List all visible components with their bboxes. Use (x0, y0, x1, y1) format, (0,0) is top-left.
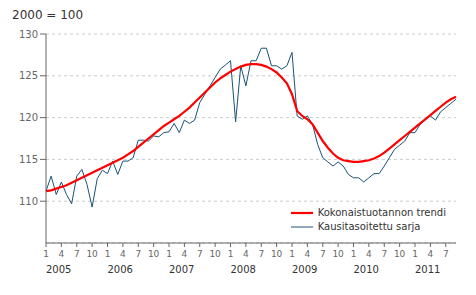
svg-text:7: 7 (320, 249, 326, 259)
svg-text:10: 10 (271, 249, 283, 259)
svg-text:4: 4 (59, 249, 65, 259)
svg-text:7: 7 (135, 249, 141, 259)
svg-text:2011: 2011 (415, 264, 440, 275)
svg-text:115: 115 (19, 154, 38, 165)
html-text:Kausitasoitettu sarja: Kausitasoitettu sarja (317, 221, 421, 232)
svg-text:10: 10 (394, 249, 406, 259)
html-text:2000 = 100: 2000 = 100 (12, 8, 84, 22)
svg-text:2008: 2008 (231, 264, 256, 275)
svg-text:7: 7 (197, 249, 203, 259)
svg-text:10: 10 (86, 249, 98, 259)
svg-text:130: 130 (19, 29, 38, 40)
svg-text:4: 4 (366, 249, 372, 259)
svg-text:4: 4 (428, 249, 434, 259)
svg-text:125: 125 (19, 70, 38, 81)
svg-text:10: 10 (332, 249, 344, 259)
svg-text:2010: 2010 (354, 264, 379, 275)
svg-text:7: 7 (74, 249, 80, 259)
svg-text:4: 4 (305, 249, 311, 259)
svg-text:2007: 2007 (169, 264, 194, 275)
html-text:Kokonaistuotannon trendi: Kokonaistuotannon trendi (317, 207, 446, 218)
svg-text:7: 7 (258, 249, 264, 259)
svg-text:2009: 2009 (292, 264, 317, 275)
svg-text:4: 4 (243, 249, 249, 259)
svg-text:7: 7 (381, 249, 387, 259)
svg-text:1: 1 (166, 249, 172, 259)
svg-text:1: 1 (412, 249, 418, 259)
svg-text:110: 110 (19, 196, 38, 207)
svg-text:1: 1 (228, 249, 234, 259)
svg-text:10: 10 (209, 249, 221, 259)
svg-text:4: 4 (182, 249, 188, 259)
svg-text:1: 1 (43, 249, 49, 259)
svg-text:4: 4 (120, 249, 126, 259)
svg-text:2005: 2005 (46, 264, 71, 275)
svg-text:1: 1 (351, 249, 357, 259)
svg-text:1: 1 (289, 249, 295, 259)
svg-text:2006: 2006 (108, 264, 133, 275)
svg-text:120: 120 (19, 112, 38, 123)
svg-text:10: 10 (148, 249, 160, 259)
svg-text:7: 7 (443, 249, 449, 259)
svg-text:1: 1 (105, 249, 111, 259)
